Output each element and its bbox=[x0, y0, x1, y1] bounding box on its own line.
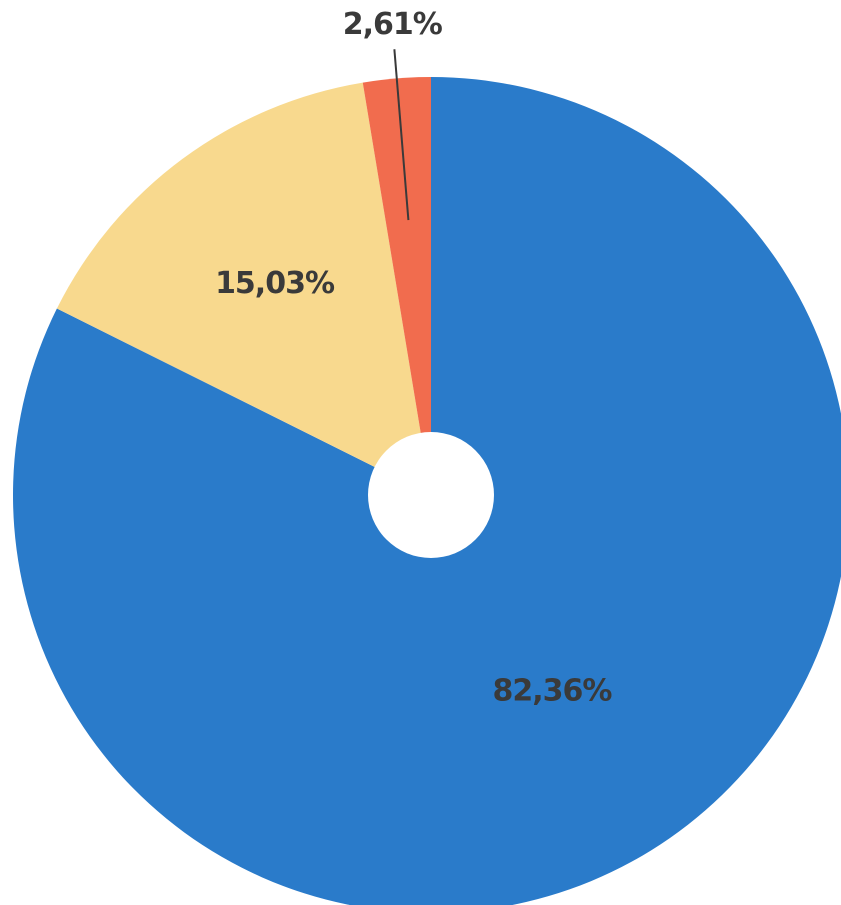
donut-hole bbox=[368, 432, 494, 558]
pie-slice-2 bbox=[56, 82, 431, 496]
data-label-slice-2: 15,03% bbox=[215, 266, 335, 301]
data-label-slice-1: 82,36% bbox=[493, 673, 613, 708]
pie-slice-3 bbox=[362, 77, 431, 495]
slice-group bbox=[13, 77, 841, 905]
pie-slice-1 bbox=[13, 77, 841, 905]
leader-line-slice-3 bbox=[393, 49, 410, 221]
data-label-slice-3: 2,61% bbox=[343, 7, 443, 42]
